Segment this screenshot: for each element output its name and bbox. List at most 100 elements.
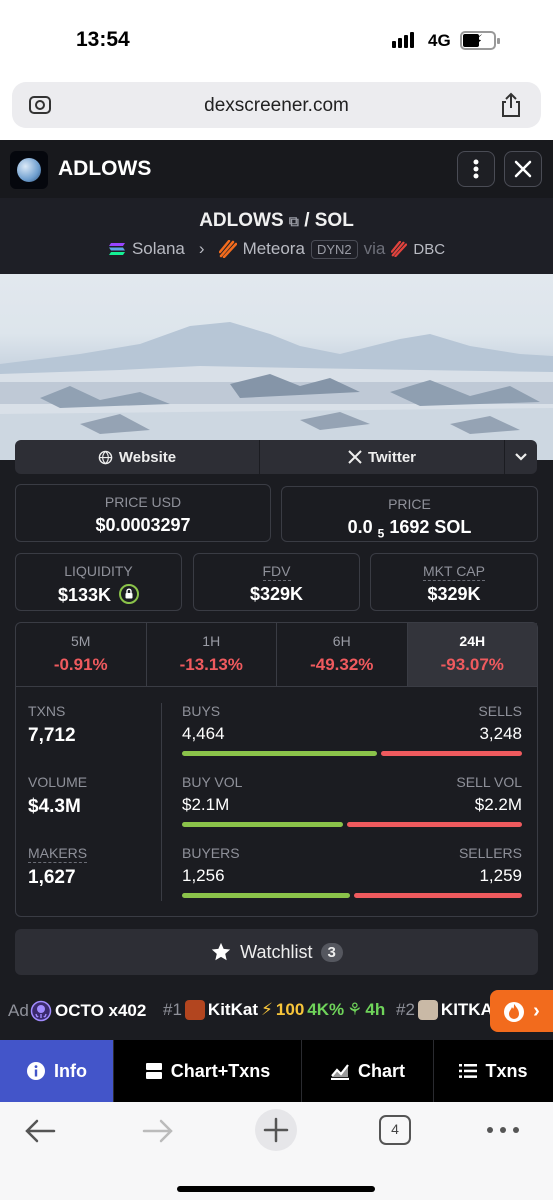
arctic-landscape-image bbox=[0, 322, 553, 460]
price-native-label: PRICE bbox=[388, 496, 431, 512]
price-native-digits: 1692 SOL bbox=[389, 517, 472, 537]
kitkat-token-icon bbox=[184, 1000, 205, 1020]
page-settings-icon[interactable] bbox=[28, 94, 52, 116]
volume-stat: VOLUME $4.3M bbox=[28, 774, 87, 818]
volume-value: $4.3M bbox=[28, 796, 81, 817]
back-arrow-icon[interactable] bbox=[24, 1118, 56, 1144]
watchlist-button[interactable]: Watchlist 3 bbox=[15, 929, 538, 975]
buys-bar bbox=[182, 751, 377, 756]
pair-separator: / bbox=[304, 210, 310, 231]
star-icon bbox=[211, 942, 231, 961]
lock-icon[interactable] bbox=[119, 584, 140, 604]
token-name: ADLOWS bbox=[58, 157, 152, 180]
trending-item-1[interactable]: #1 KitKat ⚡ 100 4K% ⚘ 4h bbox=[163, 1000, 385, 1020]
sellers-value: 1,259 bbox=[479, 866, 522, 885]
fdv-label: FDV bbox=[262, 563, 291, 581]
tab-chart[interactable]: Chart bbox=[302, 1040, 434, 1102]
makers-value: 1,627 bbox=[28, 867, 76, 888]
via-label: via bbox=[363, 239, 386, 258]
browser-address-row: dexscreener.com bbox=[0, 70, 553, 140]
liquidity-amount: $133K bbox=[57, 585, 112, 605]
address-bar[interactable]: dexscreener.com bbox=[12, 82, 541, 128]
share-icon[interactable] bbox=[499, 92, 523, 118]
more-dots-icon[interactable] bbox=[486, 1126, 520, 1134]
tab-info[interactable]: Info bbox=[0, 1040, 114, 1102]
pair-route: Solana › Meteora DYN2 via DBC bbox=[0, 239, 553, 259]
twitter-label: Twitter bbox=[367, 448, 417, 466]
new-tab-icon[interactable] bbox=[254, 1108, 298, 1152]
network-label: 4G bbox=[428, 31, 451, 50]
pair-base: ADLOWS bbox=[199, 210, 284, 231]
chevron-down-icon bbox=[515, 453, 527, 461]
buyers-bar bbox=[182, 893, 350, 898]
copy-icon[interactable]: ⧉ bbox=[288, 213, 299, 229]
octopus-icon bbox=[30, 1000, 52, 1022]
txns-stat: TXNS 7,712 bbox=[28, 703, 76, 747]
trending-item-2[interactable]: #2 KITKA bbox=[396, 1000, 493, 1020]
liquidity-value: $133K bbox=[16, 584, 181, 606]
trending-name-1: KitKat bbox=[207, 1000, 258, 1019]
list-icon bbox=[459, 1064, 478, 1078]
tab-24h[interactable]: 24H -93.07% bbox=[407, 623, 537, 686]
sellers-label: SELLERS bbox=[458, 845, 522, 861]
more-menu-button[interactable] bbox=[457, 151, 495, 187]
pair-info: ADLOWS ⧉ / SOL Solana › Meteora DYN2 via… bbox=[0, 198, 553, 274]
liquidity-card: LIQUIDITY $133K bbox=[15, 553, 182, 611]
url-text[interactable]: dexscreener.com bbox=[204, 95, 349, 116]
website-button[interactable]: Website bbox=[15, 440, 260, 474]
price-native-prefix: 0.0 bbox=[347, 517, 373, 537]
tab-info-label: Info bbox=[54, 1060, 87, 1081]
fdv-card: FDV $329K bbox=[193, 553, 360, 611]
fire-icon bbox=[504, 1002, 525, 1022]
sells-value: 3,248 bbox=[479, 724, 522, 743]
trending-age-1: 4h bbox=[365, 1000, 386, 1019]
battery-icon: ⚡ bbox=[460, 31, 500, 50]
market-cap-label: MKT CAP bbox=[423, 563, 485, 581]
trending-change-1: 4K% bbox=[307, 1000, 345, 1019]
dex-link[interactable]: Meteora bbox=[242, 239, 305, 258]
vertical-dots-icon bbox=[473, 159, 479, 179]
liquidity-label: LIQUIDITY bbox=[64, 563, 133, 579]
tab-count-button[interactable]: 4 bbox=[379, 1115, 411, 1145]
ad-token-item[interactable]: OCTO x402 bbox=[30, 1000, 146, 1022]
sell-volume-label: SELL VOL bbox=[456, 774, 522, 790]
buy-volume-bar bbox=[182, 822, 344, 827]
view-tabs: Info Chart+Txns Chart Txns bbox=[0, 1040, 553, 1102]
price-usd-card: PRICE USD $0.0003297 bbox=[15, 484, 271, 542]
browser-toolbar: 4 bbox=[0, 1102, 553, 1200]
kitkat-token-icon-2 bbox=[417, 1000, 438, 1020]
buy-volume-label: BUY VOL bbox=[182, 774, 243, 790]
lightning-icon: ⚡ bbox=[260, 1000, 273, 1019]
buys-label: BUYS bbox=[182, 703, 221, 719]
globe-icon bbox=[98, 450, 113, 464]
tab-5m-label: 5M bbox=[71, 633, 91, 649]
tab-chart-txns[interactable]: Chart+Txns bbox=[114, 1040, 302, 1102]
status-bar: 13:54 4G ⚡ bbox=[0, 0, 553, 70]
twitter-button[interactable]: Twitter bbox=[260, 440, 505, 474]
trending-ticker: Ad OCTO x402 #1 KitKat ⚡ 100 4K% ⚘ 4h #2… bbox=[0, 990, 553, 1032]
token-logo bbox=[10, 151, 48, 189]
tab-1h[interactable]: 1H -13.13% bbox=[147, 623, 277, 686]
makers-stat: MAKERS 1,627 bbox=[28, 845, 88, 889]
split-view-icon bbox=[145, 1063, 162, 1079]
volume-label: VOLUME bbox=[28, 774, 88, 790]
tab-6h[interactable]: 6H -49.32% bbox=[277, 623, 408, 686]
launchpad-link[interactable]: DBC bbox=[413, 240, 446, 258]
pool-type-badge: DYN2 bbox=[310, 239, 358, 259]
watchlist-count: 3 bbox=[320, 942, 343, 962]
tab-5m[interactable]: 5M -0.91% bbox=[16, 623, 147, 686]
trending-boost-1: 100 bbox=[275, 1000, 305, 1019]
close-button[interactable] bbox=[504, 151, 542, 187]
chart-icon bbox=[330, 1064, 349, 1080]
trending-button[interactable]: › bbox=[490, 990, 553, 1032]
tab-chart-label: Chart bbox=[357, 1060, 405, 1081]
more-links-button[interactable] bbox=[505, 440, 537, 474]
tab-6h-label: 6H bbox=[332, 633, 351, 649]
market-cap-card: MKT CAP $329K bbox=[370, 553, 538, 611]
tab-txns[interactable]: Txns bbox=[434, 1040, 553, 1102]
buy-volume-value: $2.1M bbox=[182, 795, 230, 814]
tab-24h-change: -93.07% bbox=[440, 655, 504, 674]
forward-arrow-icon[interactable] bbox=[142, 1118, 174, 1144]
chain-link[interactable]: Solana bbox=[131, 239, 185, 258]
price-usd-label: PRICE USD bbox=[104, 494, 182, 510]
